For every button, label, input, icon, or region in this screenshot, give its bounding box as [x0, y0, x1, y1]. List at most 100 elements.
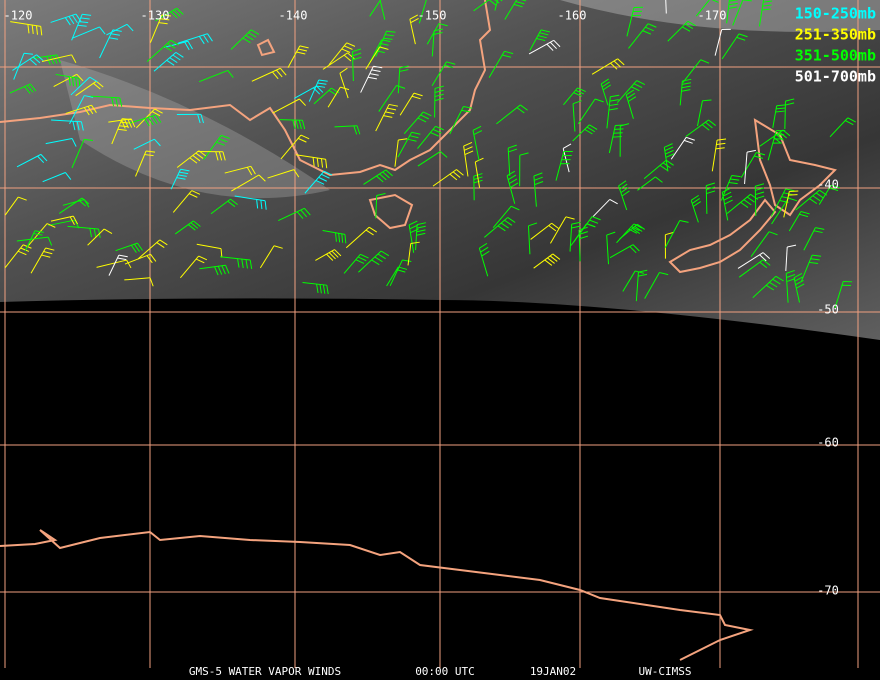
- barb-feather: [26, 84, 34, 93]
- barb-shaft: [750, 231, 770, 257]
- barb-shaft: [108, 118, 132, 123]
- barb-feather: [47, 236, 53, 246]
- barb-feather: [258, 174, 266, 182]
- barb-shaft: [572, 103, 576, 132]
- barb-feather: [221, 134, 230, 139]
- barb-shaft: [224, 165, 252, 174]
- barb-feather: [507, 174, 517, 181]
- barb-feather: [84, 138, 94, 141]
- barb-feather: [83, 107, 90, 116]
- barb-feather: [302, 120, 306, 130]
- barb-shaft: [50, 13, 77, 23]
- barb-shaft: [407, 243, 412, 266]
- barb-feather: [681, 89, 691, 92]
- barb-feather: [80, 17, 90, 20]
- barb-feather: [594, 98, 604, 103]
- barb-feather: [765, 284, 775, 291]
- barb-feather: [245, 259, 248, 269]
- barb-feather: [149, 277, 154, 287]
- barb-feather: [398, 266, 408, 270]
- barb-feather: [692, 201, 701, 207]
- barb-feather: [763, 0, 773, 3]
- wind-barb: [409, 14, 419, 45]
- wind-barb: [65, 104, 97, 116]
- barb-feather: [399, 65, 409, 69]
- barb-feather: [18, 196, 27, 201]
- barb-shaft: [472, 130, 480, 161]
- barb-feather: [298, 120, 302, 130]
- barb-shaft: [829, 117, 849, 138]
- barb-shaft: [16, 153, 42, 168]
- barb-shaft: [494, 0, 499, 11]
- barb-shaft: [99, 29, 114, 59]
- barb-shaft: [744, 152, 748, 185]
- legend-entry: 351-500mb: [795, 47, 876, 65]
- barb-feather: [706, 186, 716, 191]
- barb-feather: [227, 70, 234, 78]
- barb-feather: [76, 73, 84, 82]
- wind-barb: [609, 244, 640, 259]
- barb-feather: [473, 130, 483, 136]
- wind-barb: [434, 85, 444, 118]
- barb-shaft: [529, 29, 542, 51]
- barb-shaft: [562, 148, 570, 173]
- barb-feather: [326, 285, 329, 295]
- barb-feather: [507, 217, 516, 223]
- barb-feather: [417, 117, 427, 123]
- barb-shaft: [785, 246, 788, 271]
- barb-shaft: [473, 0, 490, 12]
- barb-feather: [730, 178, 740, 181]
- wind-barb: [10, 21, 43, 36]
- barb-feather: [75, 77, 78, 87]
- barb-feather: [772, 278, 781, 285]
- barb-shaft: [280, 134, 302, 160]
- wind-barb: [178, 33, 213, 45]
- wind-barb: [637, 176, 663, 191]
- barb-shaft: [682, 59, 702, 83]
- wind-barb: [55, 73, 81, 88]
- barb-shaft: [569, 224, 573, 252]
- barb-feather: [379, 46, 389, 50]
- barb-feather: [586, 126, 596, 133]
- barb-feather: [217, 266, 223, 275]
- barb-feather: [71, 138, 77, 147]
- barb-shaft: [737, 252, 764, 269]
- barb-feather: [246, 167, 253, 176]
- barb-shaft: [339, 73, 349, 99]
- barb-feather: [472, 125, 482, 131]
- barb-feather: [626, 92, 636, 99]
- barb-feather: [334, 249, 342, 257]
- barb-feather: [659, 164, 668, 171]
- barb-shaft: [24, 230, 36, 252]
- barb-feather: [170, 11, 178, 19]
- barb-feather: [273, 245, 283, 249]
- barb-feather: [381, 39, 391, 43]
- wind-barb: [834, 281, 853, 309]
- barb-feather: [479, 242, 488, 249]
- barb-feather: [682, 26, 691, 32]
- wind-barb: [740, 151, 766, 178]
- barb-feather: [463, 106, 473, 109]
- barb-shaft: [327, 86, 341, 108]
- barb-feather: [722, 191, 732, 197]
- barb-feather: [411, 131, 421, 135]
- barb-shaft: [726, 193, 751, 214]
- barb-feather: [785, 188, 795, 192]
- barb-shaft: [784, 101, 786, 130]
- barb-shaft: [397, 131, 413, 158]
- barb-shaft: [379, 0, 386, 20]
- wind-barb: [690, 194, 701, 223]
- barb-feather: [71, 77, 74, 87]
- barb-feather: [799, 213, 809, 218]
- barb-feather: [504, 50, 514, 55]
- barb-feather: [118, 254, 128, 258]
- barb-feather: [620, 187, 629, 194]
- barb-shaft: [758, 0, 765, 27]
- wind-barb: [278, 207, 311, 222]
- wind-barb: [72, 26, 106, 39]
- barb-shaft: [108, 254, 120, 276]
- wind-barb: [75, 80, 104, 97]
- barb-feather: [776, 107, 786, 110]
- wind-barb: [711, 138, 727, 172]
